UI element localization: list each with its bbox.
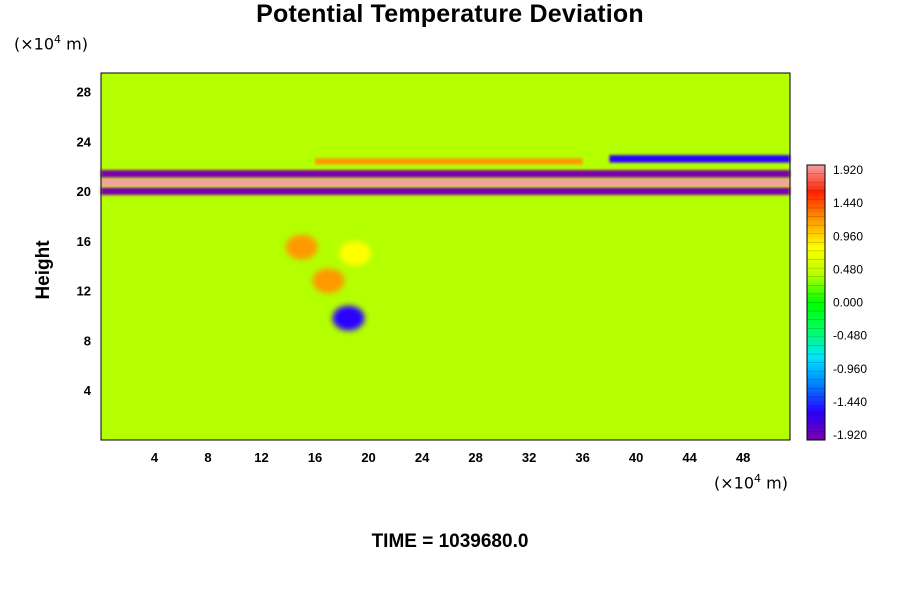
- heatmap-layer-2: [101, 170, 790, 178]
- x-tick-label: 20: [361, 450, 375, 465]
- heatmap-blob-8: [332, 305, 365, 331]
- heatmap-blob-7: [339, 240, 372, 266]
- y-tick-label: 20: [77, 184, 91, 199]
- plot-frame: [100, 72, 791, 441]
- chart-title: Potential Temperature Deviation: [256, 0, 644, 28]
- colorbar-tick-label: -1.920: [833, 428, 867, 442]
- y-tick-label: 12: [77, 284, 91, 299]
- x-tick-label: 48: [736, 450, 750, 465]
- x-axis-unit: (×104 m): [714, 472, 788, 493]
- x-tick-label: 8: [204, 450, 211, 465]
- colorbar-tick-label: 0.480: [833, 262, 863, 276]
- heatmap-layer-1: [101, 178, 790, 187]
- x-tick-label: 28: [468, 450, 482, 465]
- colorbar-tick-label: -0.960: [833, 362, 867, 376]
- x-tick-label: 40: [629, 450, 643, 465]
- x-tick-label: 32: [522, 450, 536, 465]
- heatmap-layer-0: [101, 187, 790, 195]
- colorbar-tick-label: 1.920: [833, 163, 863, 177]
- y-axis-unit: (×104 m): [14, 33, 88, 54]
- heatmap-blob-5: [285, 234, 318, 260]
- time-label: TIME = 1039680.0: [371, 531, 529, 552]
- colorbar-tick-label: 1.440: [833, 196, 863, 210]
- x-tick-label: 44: [682, 450, 697, 465]
- x-tick-label: 4: [151, 450, 159, 465]
- x-tick-label: 36: [575, 450, 589, 465]
- colorbar-scale: [806, 164, 826, 441]
- y-tick-label: 16: [77, 234, 91, 249]
- heatmap-layer-4: [609, 155, 790, 163]
- heatmap-layer-3: [315, 158, 583, 165]
- y-tick-label: 8: [84, 333, 91, 348]
- colorbar-tick-label: 0.960: [833, 229, 863, 243]
- colorbar-tick-label: 0.000: [833, 296, 863, 310]
- y-tick-label: 4: [84, 383, 92, 398]
- heatmap-blob-6: [312, 268, 345, 294]
- colorbar-tick-label: -0.480: [833, 329, 867, 343]
- x-tick-label: 24: [415, 450, 430, 465]
- colorbar-tick-label: -1.440: [833, 395, 867, 409]
- colorbar: 1.920 1.440 0.960 0.480 0.000 -0.480 -0.960 -1.…: [806, 163, 867, 442]
- x-tick-label: 12: [254, 450, 268, 465]
- heatmap-background: [101, 73, 790, 440]
- x-tick-label: 16: [308, 450, 322, 465]
- y-tick-label: 28: [77, 85, 91, 100]
- y-tick-label: 24: [77, 134, 92, 149]
- heatmap-plot: [101, 73, 790, 440]
